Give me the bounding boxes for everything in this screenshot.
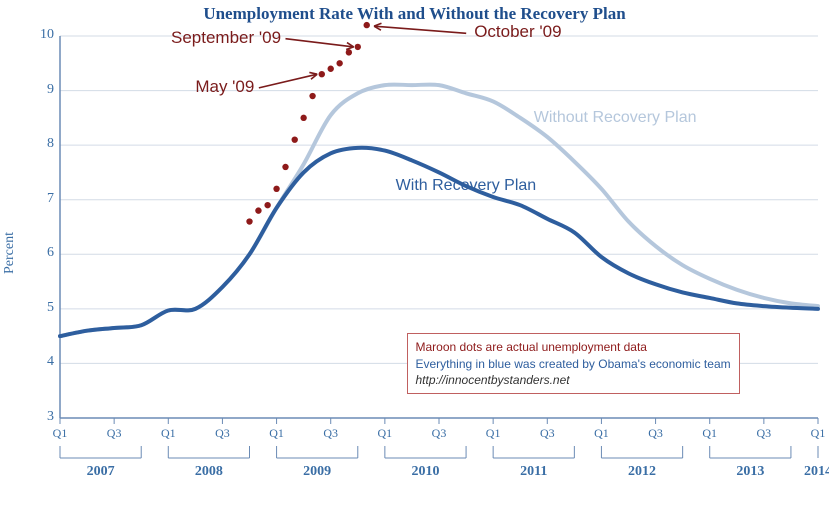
year-label: 2009 [303,464,331,480]
xtick-label: Q1 [702,426,717,441]
ytick-label: 6 [26,245,54,261]
xtick-label: Q3 [432,426,447,441]
annotation: May '09 [195,77,254,97]
year-label: 2013 [736,464,764,480]
xtick-label: Q1 [594,426,609,441]
xtick-label: Q1 [53,426,68,441]
legend-line: Everything in blue was created by Obama'… [416,356,731,372]
year-label: 2010 [411,464,439,480]
xtick-label: Q1 [811,426,826,441]
xtick-label: Q1 [269,426,284,441]
series-label-without-plan: Without Recovery Plan [534,109,697,127]
ytick-label: 3 [26,409,54,425]
ytick-label: 10 [26,27,54,43]
xtick-label: Q3 [215,426,230,441]
xtick-label: Q1 [378,426,393,441]
year-label: 2014 [804,464,829,480]
xtick-label: Q1 [161,426,176,441]
legend-link: http://innocentbystanders.net [416,372,731,388]
annotation: September '09 [171,28,281,48]
xtick-label: Q3 [648,426,663,441]
xtick-label: Q3 [540,426,555,441]
ytick-label: 4 [26,354,54,370]
chart-container: Unemployment Rate With and Without the R… [0,0,829,506]
xtick-label: Q3 [323,426,338,441]
ytick-label: 8 [26,136,54,152]
xtick-label: Q1 [486,426,501,441]
legend-line: Maroon dots are actual unemployment data [416,339,731,355]
ytick-label: 9 [26,82,54,98]
year-label: 2012 [628,464,656,480]
ytick-label: 5 [26,300,54,316]
series-label-with-plan: With Recovery Plan [396,177,537,195]
year-label: 2007 [87,464,115,480]
year-label: 2008 [195,464,223,480]
legend-box: Maroon dots are actual unemployment data… [407,333,740,394]
ytick-label: 7 [26,191,54,207]
xtick-label: Q3 [757,426,772,441]
xtick-label: Q3 [107,426,122,441]
year-label: 2011 [520,464,547,480]
annotation: October '09 [474,22,561,42]
